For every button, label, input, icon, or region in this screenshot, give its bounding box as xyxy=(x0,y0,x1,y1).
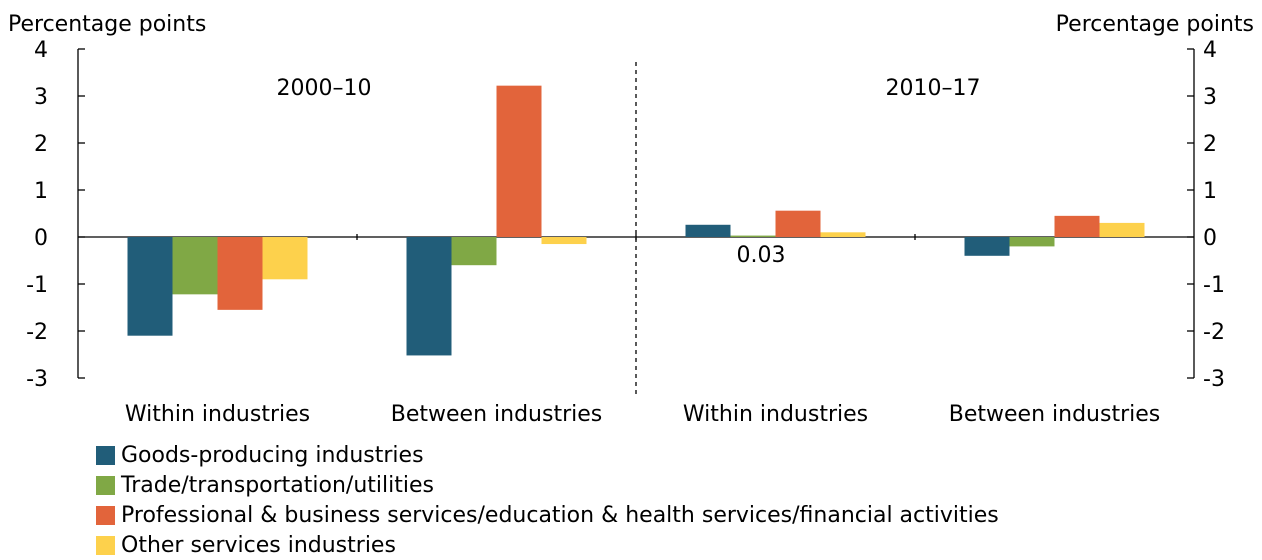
data-label: 0.03 xyxy=(737,243,786,268)
bar xyxy=(685,224,731,237)
legend-item: Trade/transportation/utilities xyxy=(96,470,999,500)
legend-item: Goods-producing industries xyxy=(96,440,999,470)
y-tick-label-left: -1 xyxy=(26,273,48,298)
category-label: Within industries xyxy=(125,402,310,427)
bar xyxy=(820,232,866,237)
bar xyxy=(451,237,497,266)
bar xyxy=(217,237,263,310)
y-tick-label-left: 3 xyxy=(34,85,48,110)
bar xyxy=(1009,237,1055,247)
y-tick-label-right: 2 xyxy=(1203,132,1217,157)
bar xyxy=(1099,222,1145,237)
period-label: 2000–10 xyxy=(277,76,372,101)
category-label: Between industries xyxy=(949,402,1160,427)
y-axis-title-left: Percentage points xyxy=(8,12,206,37)
labels: 2000–10 2010–17 Within industries Between i… xyxy=(125,76,1160,427)
legend-item: Professional & business services/educati… xyxy=(96,500,999,530)
axes: 4 4 3 3 2 2 1 1 0 0 -1 -1 -2 -2 -3 -3 xyxy=(26,38,1225,396)
bar xyxy=(262,237,308,280)
bar xyxy=(541,237,587,245)
bar xyxy=(172,237,218,295)
legend: Goods-producing industries Trade/transpor… xyxy=(96,440,999,560)
legend-label: Goods-producing industries xyxy=(121,442,424,468)
y-tick-label-right: 1 xyxy=(1203,179,1217,204)
y-tick-label-left: 2 xyxy=(34,132,48,157)
legend-label: Other services industries xyxy=(121,532,396,558)
legend-swatch xyxy=(96,475,115,495)
y-tick-label-right: -3 xyxy=(1203,367,1225,392)
y-tick-label-left: 0 xyxy=(34,226,48,251)
y-tick-label-right: 3 xyxy=(1203,85,1217,110)
y-tick-label-right: 0 xyxy=(1203,226,1217,251)
y-tick-label-right: -2 xyxy=(1203,320,1225,345)
legend-swatch xyxy=(96,505,115,525)
y-tick-label-left: 4 xyxy=(34,38,48,63)
period-label: 2010–17 xyxy=(886,76,981,101)
category-label: Between industries xyxy=(391,402,602,427)
legend-item: Other services industries xyxy=(96,530,999,560)
y-tick-label-left: 1 xyxy=(34,179,48,204)
legend-label: Professional & business services/educati… xyxy=(121,502,999,528)
legend-label: Trade/transportation/utilities xyxy=(121,472,434,498)
bar xyxy=(730,235,776,237)
y-tick-label-right: -1 xyxy=(1203,273,1225,298)
bar xyxy=(1054,215,1100,237)
bars xyxy=(127,85,1145,356)
legend-swatch xyxy=(96,535,115,555)
y-axis-title-right: Percentage points xyxy=(1056,12,1254,37)
bar xyxy=(127,237,173,336)
bar xyxy=(406,237,452,356)
legend-swatch xyxy=(96,445,115,465)
y-tick-label-right: 4 xyxy=(1203,38,1217,63)
bar xyxy=(496,85,542,237)
y-tick-label-left: -2 xyxy=(26,320,48,345)
bar xyxy=(775,210,821,237)
bar-chart: Percentage points Percentage points 4 4 3 3… xyxy=(8,12,1254,427)
y-tick-label-left: -3 xyxy=(26,367,48,392)
bar xyxy=(964,237,1010,256)
category-label: Within industries xyxy=(683,402,868,427)
